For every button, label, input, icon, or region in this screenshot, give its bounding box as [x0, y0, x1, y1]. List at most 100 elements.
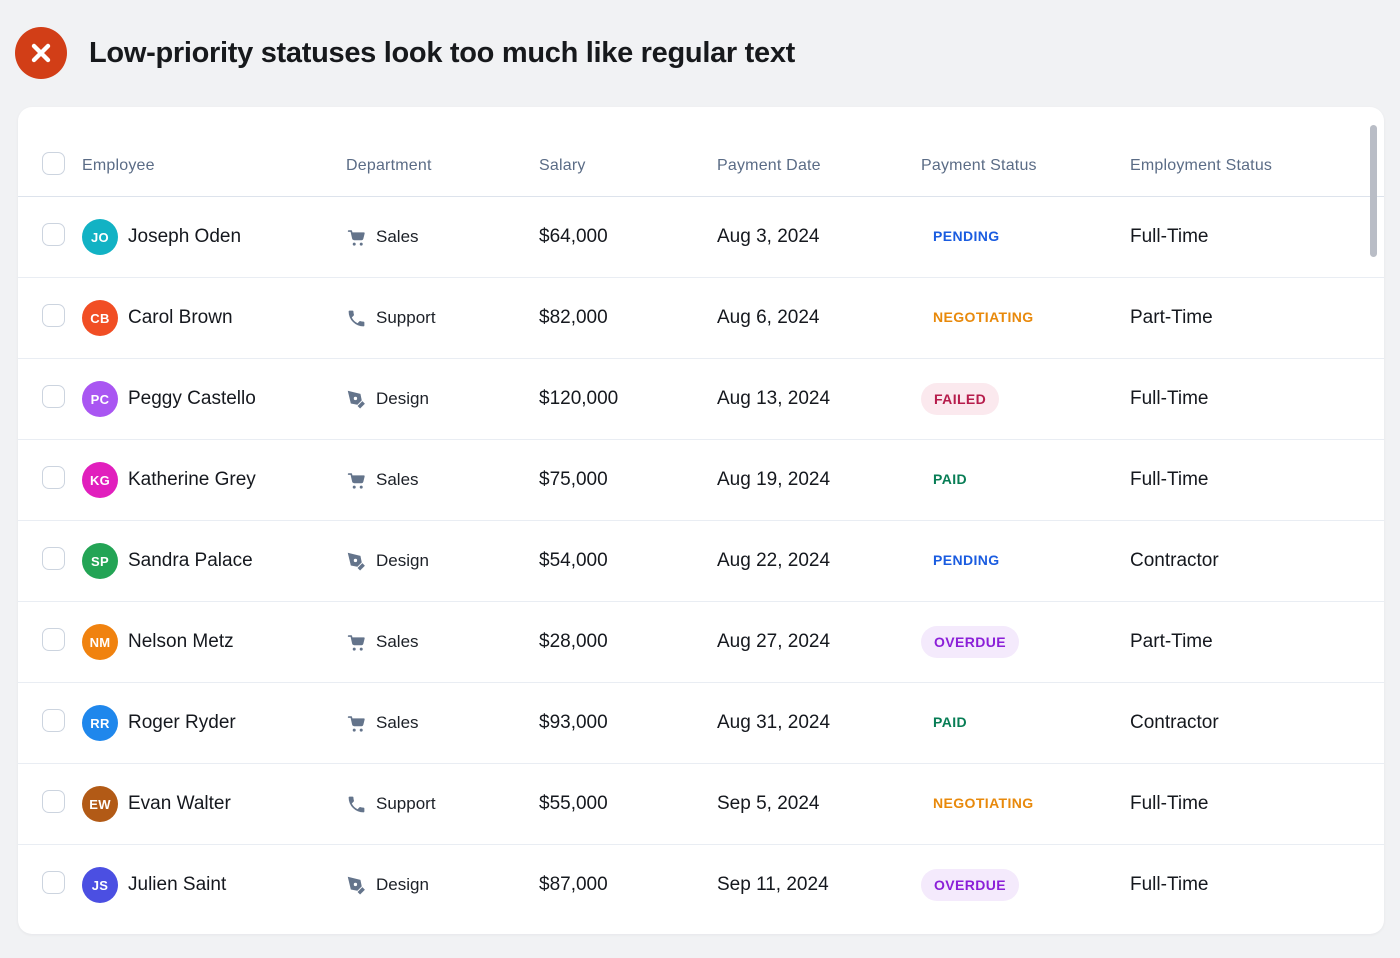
- table-row: KG Katherine Grey: [18, 440, 1384, 521]
- page-header: Low-priority statuses look too much like…: [15, 27, 795, 79]
- table-row: EW Evan Walter: [18, 764, 1384, 845]
- employee-table-card: Employee Department Salary Payment Date …: [18, 107, 1384, 934]
- department-label: Design: [376, 389, 429, 408]
- payment-status-badge: PENDING: [933, 228, 1000, 244]
- salary-value: $93,000: [539, 712, 608, 733]
- employee-name: Evan Walter: [128, 793, 231, 814]
- department-label: Support: [376, 308, 436, 327]
- select-all-checkbox[interactable]: [42, 151, 65, 175]
- cart-icon: [346, 632, 367, 653]
- avatar: JO: [82, 219, 118, 255]
- row-checkbox[interactable]: [42, 790, 65, 813]
- employee-name: Julien Saint: [128, 874, 227, 895]
- column-header-department: Department: [346, 156, 432, 174]
- row-checkbox[interactable]: [42, 223, 65, 246]
- salary-value: $75,000: [539, 469, 608, 490]
- payment-date-value: Aug 27, 2024: [717, 631, 831, 652]
- row-checkbox[interactable]: [42, 871, 65, 894]
- vertical-scrollbar-thumb[interactable]: [1370, 125, 1377, 257]
- avatar: CB: [82, 300, 118, 336]
- employee-name: Joseph Oden: [128, 226, 242, 247]
- employee-name: Nelson Metz: [128, 631, 234, 652]
- employee-name: Roger Ryder: [128, 712, 236, 733]
- employment-status-value: Full-Time: [1130, 388, 1209, 409]
- column-header-payment-status: Payment Status: [921, 156, 1037, 174]
- avatar-initials: NM: [89, 634, 111, 650]
- employee-name: Carol Brown: [128, 307, 233, 328]
- payment-date-value: Aug 22, 2024: [717, 550, 831, 571]
- cart-icon: [346, 470, 367, 491]
- avatar: PC: [82, 381, 118, 417]
- column-header-employee: Employee: [82, 156, 155, 174]
- payment-status-badge: NEGOTIATING: [933, 795, 1034, 811]
- column-header-employment-status: Employment Status: [1130, 156, 1273, 174]
- row-checkbox[interactable]: [42, 709, 65, 732]
- employment-status-value: Full-Time: [1130, 226, 1209, 247]
- avatar-initials: JO: [91, 229, 109, 245]
- table-row: JO Joseph Oden: [18, 197, 1384, 278]
- department-label: Design: [376, 551, 429, 570]
- column-header-salary: Salary: [539, 156, 586, 174]
- row-checkbox[interactable]: [42, 385, 65, 408]
- row-checkbox[interactable]: [42, 547, 65, 570]
- payment-status-badge: FAILED: [921, 383, 1000, 415]
- avatar: RR: [82, 705, 118, 741]
- table-row: CB Carol Brown: [18, 278, 1384, 359]
- phone-icon: [346, 308, 367, 329]
- employment-status-value: Contractor: [1130, 712, 1219, 733]
- phone-icon: [346, 794, 367, 815]
- table-row: PC Peggy Castello: [18, 359, 1384, 440]
- employment-status-value: Part-Time: [1130, 631, 1213, 652]
- avatar-initials: KG: [89, 472, 111, 488]
- avatar: JS: [82, 867, 118, 903]
- error-x-circle-icon: [15, 27, 67, 79]
- table-row: NM Nelson Metz: [18, 602, 1384, 683]
- avatar-initials: JS: [91, 877, 109, 893]
- payment-status-badge: OVERDUE: [921, 626, 1020, 658]
- department-label: Sales: [376, 227, 419, 246]
- employment-status-value: Contractor: [1130, 550, 1219, 571]
- table-header-row: Employee Department Salary Payment Date …: [18, 107, 1384, 197]
- table-body: JO Joseph Oden: [18, 197, 1384, 925]
- payment-status-badge: PENDING: [933, 552, 1000, 568]
- employment-status-value: Full-Time: [1130, 793, 1209, 814]
- employee-name: Katherine Grey: [128, 469, 256, 490]
- table-row: SP Sandra Palace: [18, 521, 1384, 602]
- avatar-initials: EW: [89, 796, 111, 812]
- avatar-initials: PC: [90, 391, 110, 407]
- cart-icon: [346, 713, 367, 734]
- salary-value: $82,000: [539, 307, 608, 328]
- avatar: SP: [82, 543, 118, 579]
- employee-name: Sandra Palace: [128, 550, 253, 571]
- column-header-payment-date: Payment Date: [717, 156, 821, 174]
- payment-status-badge: PAID: [933, 714, 968, 730]
- department-label: Design: [376, 875, 429, 894]
- salary-value: $54,000: [539, 550, 608, 571]
- department-label: Support: [376, 794, 436, 813]
- avatar: EW: [82, 786, 118, 822]
- table-row: JS Julien Saint: [18, 845, 1384, 925]
- employment-status-value: Full-Time: [1130, 469, 1209, 490]
- avatar-initials: SP: [91, 553, 109, 569]
- payment-date-value: Aug 31, 2024: [717, 712, 831, 733]
- payment-status-badge: NEGOTIATING: [933, 309, 1034, 325]
- row-checkbox[interactable]: [42, 628, 65, 651]
- pen-nib-icon: [346, 875, 367, 896]
- row-checkbox[interactable]: [42, 304, 65, 327]
- salary-value: $87,000: [539, 874, 608, 895]
- employee-name: Peggy Castello: [128, 388, 256, 409]
- payment-status-badge: OVERDUE: [921, 869, 1020, 901]
- avatar-initials: RR: [90, 715, 110, 731]
- salary-value: $120,000: [539, 388, 619, 409]
- employment-status-value: Part-Time: [1130, 307, 1213, 328]
- salary-value: $55,000: [539, 793, 608, 814]
- table-row: RR Roger Ryder: [18, 683, 1384, 764]
- payment-date-value: Sep 5, 2024: [717, 793, 820, 814]
- employment-status-value: Full-Time: [1130, 874, 1209, 895]
- payment-date-value: Aug 3, 2024: [717, 226, 820, 247]
- pen-nib-icon: [346, 551, 367, 572]
- cart-icon: [346, 227, 367, 248]
- avatar: KG: [82, 462, 118, 498]
- payment-date-value: Aug 13, 2024: [717, 388, 831, 409]
- row-checkbox[interactable]: [42, 466, 65, 489]
